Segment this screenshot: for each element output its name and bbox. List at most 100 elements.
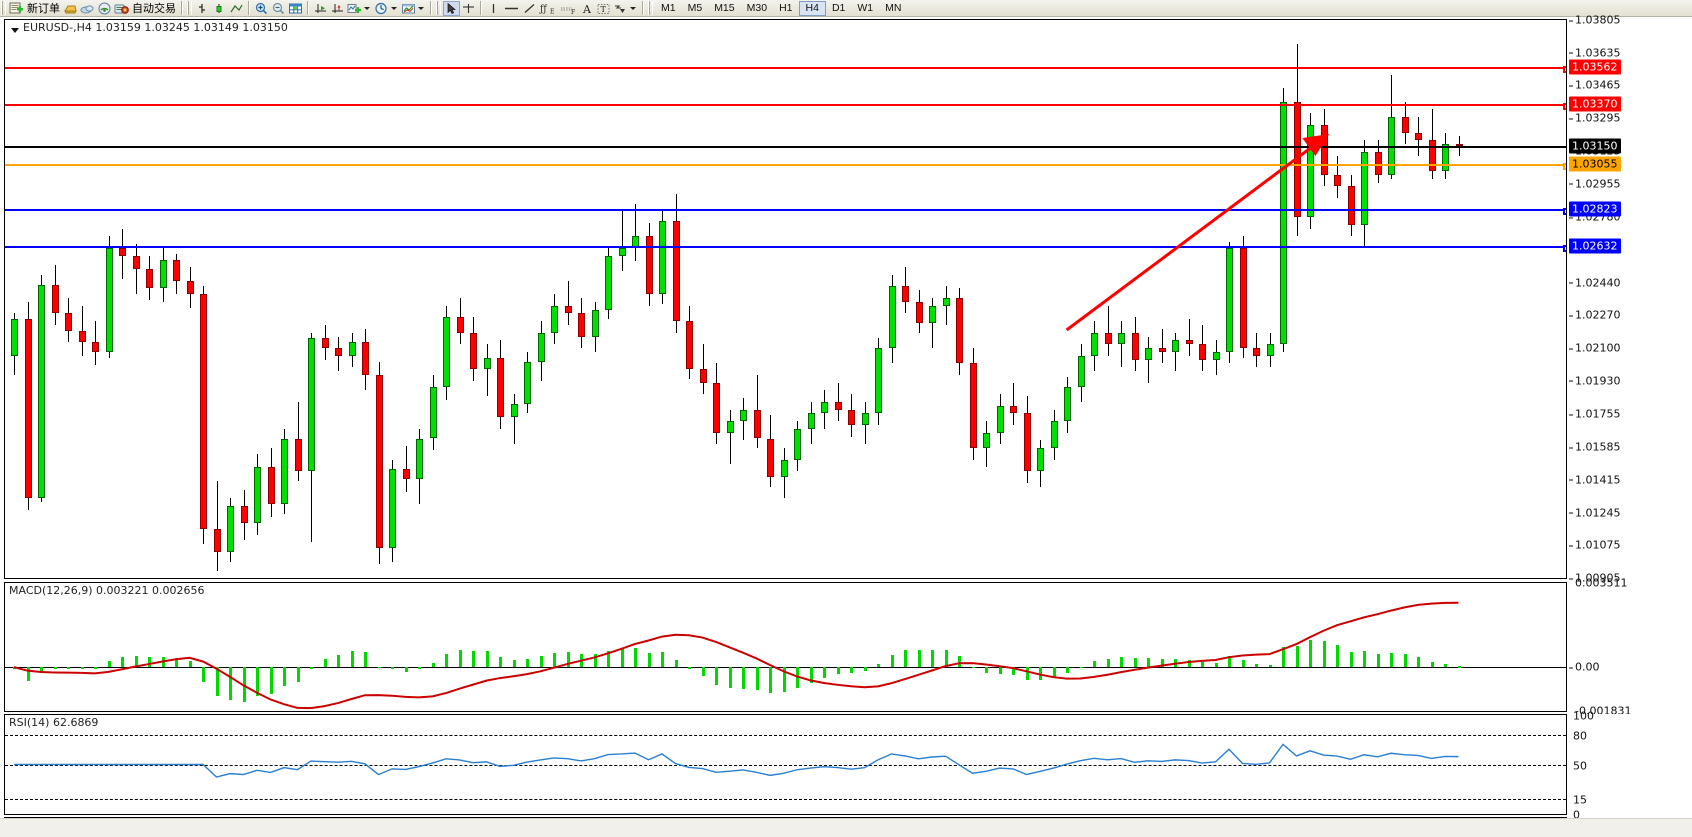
toolbar-grip-3[interactable] — [436, 1, 441, 15]
timeframe-group[interactable]: M1 M5 M15 M30 H1 H4 D1 W1 MN — [655, 0, 907, 16]
rsi-pane[interactable]: RSI(14) 62.6869 — [4, 714, 1567, 815]
macd-histogram-bar — [877, 663, 880, 668]
timeframe-m15[interactable]: M15 — [714, 2, 735, 14]
pivot-line[interactable] — [5, 163, 1566, 171]
grid-icon[interactable] — [287, 1, 304, 16]
cursor-icon[interactable] — [443, 0, 460, 16]
main-toolbar[interactable]: 新订单 自动交易 — [0, 0, 1692, 17]
horizontal-scrollbar[interactable] — [0, 818, 1692, 837]
rsi-tick: 50 — [1573, 759, 1587, 772]
macd-zero-line — [5, 667, 1566, 669]
macd-plot-area[interactable] — [5, 583, 1566, 711]
chart-menu-caret-icon[interactable] — [11, 28, 19, 33]
price-plot-area[interactable] — [5, 20, 1566, 578]
indicators-dropdown-arrow[interactable] — [364, 6, 370, 10]
line-chart-icon[interactable] — [228, 1, 245, 16]
objects-dropdown-arrow[interactable] — [630, 6, 636, 10]
shift-icon[interactable] — [312, 1, 329, 16]
resistance-1-price-label[interactable]: 1.03370 — [1569, 96, 1621, 112]
label-icon[interactable]: T — [595, 1, 612, 16]
vline-icon[interactable] — [485, 1, 502, 16]
macd-histogram-bar — [863, 667, 867, 671]
candle-chart-icon[interactable] — [211, 1, 228, 16]
price-tick: 1.00905 — [1569, 571, 1621, 585]
templates-icon[interactable] — [400, 1, 417, 16]
support-2-line[interactable] — [5, 244, 1566, 252]
zoom-out-icon[interactable] — [270, 1, 287, 16]
macd-histogram-bar — [998, 667, 1002, 674]
hline-icon[interactable] — [502, 1, 521, 16]
rsi-plot-area[interactable] — [5, 715, 1566, 814]
fibo-icon[interactable]: ƒƒ E — [538, 1, 558, 16]
toolbar-grip[interactable] — [1, 1, 6, 15]
macd-histogram-bar — [1430, 662, 1434, 668]
toolbar-grip-2[interactable] — [187, 1, 192, 15]
timeframe-h4[interactable]: H4 — [798, 0, 826, 16]
resistance-2-price-label[interactable]: 1.03562 — [1569, 59, 1621, 75]
price-pane[interactable]: EURUSD-,H4 1.03159 1.03245 1.03149 1.031… — [4, 19, 1567, 579]
price-axis[interactable]: 1.038051.036351.034651.032951.031251.029… — [1567, 14, 1692, 585]
timeframe-w1[interactable]: W1 — [857, 2, 874, 14]
auto-trading-label[interactable]: 自动交易 — [132, 2, 176, 15]
trendline-icon[interactable] — [521, 1, 538, 16]
channel-icon[interactable]: F — [558, 1, 578, 16]
rsi-tick: 100 — [1573, 709, 1594, 723]
support-1-handle[interactable] — [1563, 207, 1566, 215]
gold-bar-icon[interactable] — [62, 1, 79, 16]
period-dropdown-arrow[interactable] — [391, 6, 397, 10]
rsi-axis[interactable]: 100 80 50 15 0 — [1567, 710, 1692, 822]
templates-dropdown-arrow[interactable] — [418, 6, 424, 10]
timeframe-h1[interactable]: H1 — [779, 2, 793, 14]
price-tick: 1.01755 — [1569, 407, 1621, 421]
indicators-icon[interactable] — [346, 1, 363, 16]
cloud-icon[interactable] — [79, 1, 96, 16]
macd-histogram-bar — [13, 667, 16, 669]
resistance-2-line[interactable] — [5, 65, 1566, 73]
macd-histogram-bar — [377, 666, 381, 669]
macd-axis[interactable]: 0.003511 0.00 -0.001831 — [1567, 577, 1692, 718]
macd-histogram-bar — [1214, 663, 1218, 668]
zoom-in-icon[interactable] — [253, 1, 270, 16]
macd-histogram-bar — [809, 667, 813, 683]
macd-histogram-bar — [593, 654, 597, 668]
text-icon[interactable]: A — [578, 1, 595, 16]
resistance-2-handle[interactable] — [1563, 65, 1566, 73]
pivot-handle[interactable] — [1563, 163, 1566, 171]
macd-histogram-bar — [755, 667, 759, 691]
macd-histogram-bar — [728, 667, 732, 689]
crosshair-icon[interactable] — [460, 1, 477, 16]
support-2-price-label[interactable]: 1.02632 — [1569, 238, 1621, 254]
objects-icon[interactable] — [612, 1, 629, 16]
macd-histogram-bar — [620, 648, 624, 668]
svg-text:A: A — [582, 3, 592, 15]
new-order-label[interactable]: 新订单 — [27, 2, 60, 15]
macd-histogram-bar — [1376, 654, 1380, 668]
macd-pane[interactable]: MACD(12,26,9) 0.003221 0.002656 — [4, 582, 1567, 712]
timeframe-m30[interactable]: M30 — [746, 2, 768, 14]
macd-histogram-bar — [215, 667, 219, 696]
current-price-line[interactable] — [5, 146, 1566, 149]
timeframe-m1[interactable]: M1 — [661, 2, 676, 14]
resistance-1-handle[interactable] — [1563, 102, 1566, 110]
macd-histogram-bar — [256, 667, 259, 697]
support-1-price-label[interactable]: 1.02823 — [1569, 201, 1621, 217]
support-2-handle[interactable] — [1563, 244, 1566, 252]
pivot-price-label[interactable]: 1.03055 — [1569, 156, 1621, 172]
timeframe-mn[interactable]: MN — [885, 2, 902, 14]
period-icon[interactable] — [373, 1, 390, 16]
bar-chart-icon[interactable] — [194, 1, 211, 16]
macd-histogram-bar — [769, 667, 772, 694]
autotrade-icon[interactable] — [113, 1, 130, 16]
macd-histogram-bar — [917, 650, 921, 668]
toolbar-grip-4[interactable] — [648, 1, 653, 15]
macd-histogram-bar — [296, 667, 300, 683]
current-price-price-label[interactable]: 1.03150 — [1569, 138, 1621, 154]
timeframe-m5[interactable]: M5 — [687, 2, 703, 14]
autoscroll-icon[interactable] — [329, 1, 346, 16]
support-1-line[interactable] — [5, 207, 1566, 215]
resistance-1-line[interactable] — [5, 102, 1566, 110]
new-order-icon[interactable] — [8, 1, 25, 16]
macd-histogram-bar — [188, 661, 192, 668]
timeframe-d1[interactable]: D1 — [831, 2, 846, 14]
signal-icon[interactable] — [96, 1, 113, 16]
